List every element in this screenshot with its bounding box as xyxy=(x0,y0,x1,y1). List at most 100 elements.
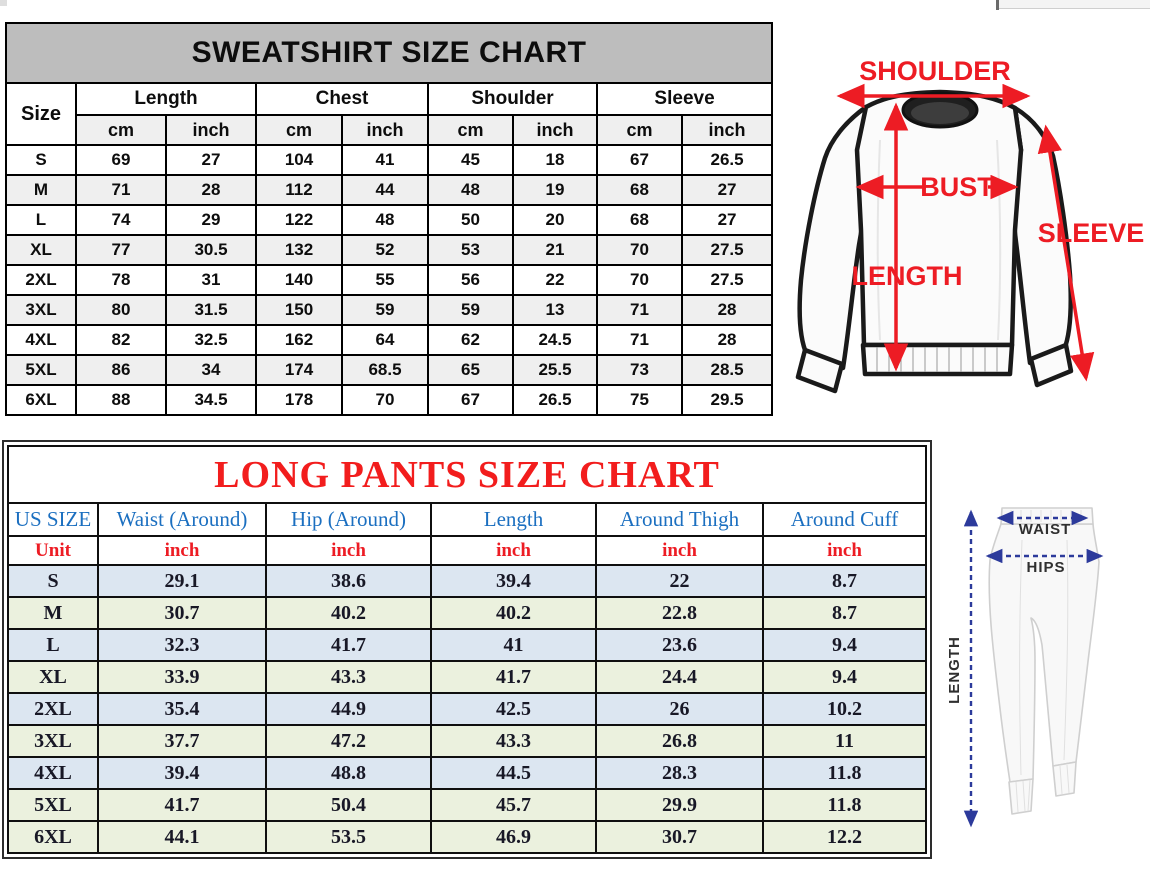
value-cell: 34.5 xyxy=(165,384,257,416)
sleeve-label: SLEEVE xyxy=(1038,218,1145,248)
value-cell: 67 xyxy=(427,384,514,416)
waist-label: WAIST xyxy=(1019,521,1072,538)
table-row: 2XL 78 31 140 55 56 22 70 27.5 xyxy=(5,264,774,296)
value-cell: 34 xyxy=(165,354,257,386)
size-cell: L xyxy=(7,628,99,662)
value-cell: 35.4 xyxy=(97,692,267,726)
column-header-us-size: US SIZE xyxy=(7,502,99,537)
pants-chart-title: LONG PANTS SIZE CHART xyxy=(6,445,928,504)
sweatshirt-left-sleeve xyxy=(797,104,869,371)
sweatshirt-size-chart: SWEATSHIRT SIZE CHART Size Length Chest … xyxy=(4,22,774,416)
value-cell: 41 xyxy=(430,628,597,662)
value-cell: 11 xyxy=(761,724,928,758)
value-cell: 52 xyxy=(341,234,429,266)
value-cell: 29 xyxy=(165,204,257,236)
sweatshirt-body xyxy=(854,89,1024,348)
size-cell: 5XL xyxy=(5,354,77,386)
value-cell: 140 xyxy=(255,264,343,296)
size-cell: XL xyxy=(5,234,77,266)
pants-right-cuff xyxy=(1052,761,1077,797)
value-cell: 41.7 xyxy=(265,628,432,662)
value-cell: 45.7 xyxy=(430,788,597,822)
table-row: S 29.1 38.6 39.4 22 8.7 xyxy=(7,564,928,598)
bust-label: BUST xyxy=(920,172,994,202)
unit-cell: inch xyxy=(761,535,928,566)
value-cell: 11.8 xyxy=(761,788,928,822)
value-cell: 53.5 xyxy=(265,820,432,854)
unit-header: cm xyxy=(75,114,167,146)
size-cell: 5XL xyxy=(7,788,99,822)
unit-header: inch xyxy=(680,114,774,146)
sweatshirt-left-cuff xyxy=(795,347,845,394)
column-group-chest: Chest xyxy=(255,82,429,116)
value-cell: 28 xyxy=(680,294,774,326)
size-cell: S xyxy=(7,564,99,598)
value-cell: 59 xyxy=(427,294,514,326)
value-cell: 28.3 xyxy=(595,756,764,790)
value-cell: 41 xyxy=(341,144,429,176)
column-group-sleeve: Sleeve xyxy=(595,82,774,116)
value-cell: 77 xyxy=(75,234,167,266)
table-row: 4XL 39.4 48.8 44.5 28.3 11.8 xyxy=(7,756,928,790)
value-cell: 23.6 xyxy=(595,628,764,662)
value-cell: 28 xyxy=(165,174,257,206)
value-cell: 22 xyxy=(595,564,764,598)
hips-label: HIPS xyxy=(1026,559,1065,576)
sweatshirt-chart-title: SWEATSHIRT SIZE CHART xyxy=(4,22,774,84)
unit-header: cm xyxy=(255,114,343,146)
value-cell: 150 xyxy=(255,294,343,326)
value-cell: 27 xyxy=(165,144,257,176)
value-cell: 29.1 xyxy=(97,564,267,598)
value-cell: 33.9 xyxy=(97,660,267,694)
value-cell: 8.7 xyxy=(761,596,928,630)
value-cell: 25.5 xyxy=(512,354,598,386)
size-cell: 4XL xyxy=(7,756,99,790)
value-cell: 27 xyxy=(680,174,774,206)
value-cell: 22.8 xyxy=(595,596,764,630)
value-cell: 21 xyxy=(512,234,598,266)
value-cell: 26 xyxy=(595,692,764,726)
value-cell: 104 xyxy=(255,144,343,176)
value-cell: 70 xyxy=(596,234,683,266)
value-cell: 38.6 xyxy=(265,564,432,598)
column-header-around-thigh: Around Thigh xyxy=(595,502,764,537)
value-cell: 68 xyxy=(596,174,683,206)
value-cell: 42.5 xyxy=(430,692,597,726)
size-cell: L xyxy=(5,204,77,236)
value-cell: 50 xyxy=(427,204,514,236)
value-cell: 71 xyxy=(75,174,167,206)
value-cell: 78 xyxy=(75,264,167,296)
pants-measurement-arrows: WAIST HIPS LENGTH xyxy=(946,509,1104,828)
value-cell: 28 xyxy=(680,324,774,356)
value-cell: 22 xyxy=(512,264,598,296)
table-row: M 71 28 112 44 48 19 68 27 xyxy=(5,174,774,206)
column-header-size: Size xyxy=(5,82,77,146)
value-cell: 75 xyxy=(596,384,683,416)
value-cell: 30.7 xyxy=(595,820,764,854)
value-cell: 29.9 xyxy=(595,788,764,822)
table-row: 5XL 86 34 174 68.5 65 25.5 73 28.5 xyxy=(5,354,774,386)
table-row: S 69 27 104 41 45 18 67 26.5 xyxy=(5,144,774,176)
value-cell: 31 xyxy=(165,264,257,296)
value-cell: 44 xyxy=(341,174,429,206)
sweatshirt-measure-diagram: SHOULDER BUST LENGTH SLEEVE xyxy=(795,56,1145,394)
size-cell: 6XL xyxy=(7,820,99,854)
value-cell: 47.2 xyxy=(265,724,432,758)
value-cell: 27.5 xyxy=(680,264,774,296)
table-row: L 74 29 122 48 50 20 68 27 xyxy=(5,204,774,236)
pants-size-table: LONG PANTS SIZE CHART US SIZE Waist (Aro… xyxy=(6,445,928,854)
value-cell: 80 xyxy=(75,294,167,326)
size-cell: 6XL xyxy=(5,384,77,416)
size-cell: S xyxy=(5,144,77,176)
unit-row-label: Unit xyxy=(7,535,99,566)
pants-size-chart: LONG PANTS SIZE CHART US SIZE Waist (Aro… xyxy=(2,440,932,859)
unit-header: inch xyxy=(512,114,598,146)
value-cell: 70 xyxy=(596,264,683,296)
scan-artifact xyxy=(996,0,999,10)
value-cell: 44.5 xyxy=(430,756,597,790)
value-cell: 174 xyxy=(255,354,343,386)
value-cell: 70 xyxy=(341,384,429,416)
value-cell: 28.5 xyxy=(680,354,774,386)
unit-cell: inch xyxy=(595,535,764,566)
value-cell: 10.2 xyxy=(761,692,928,726)
